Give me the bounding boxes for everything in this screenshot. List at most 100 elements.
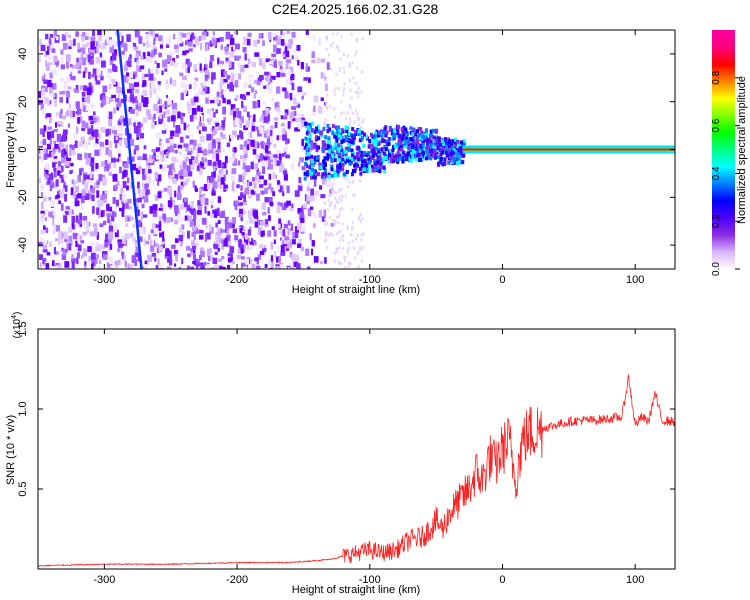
spectrogram-pixel: [108, 225, 114, 232]
spectrogram-pixel: [276, 71, 281, 78]
spectrogram-pixel: [55, 112, 59, 117]
spectrogram-pixel: [334, 129, 337, 133]
spectrogram-pixel: [180, 81, 185, 89]
spectrogram-pixel: [310, 154, 314, 159]
spectrogram-pixel: [348, 61, 351, 65]
spectrogram-pixel: [461, 160, 465, 165]
spectrogram-pixel: [125, 143, 130, 149]
spectrogram-pixel: [297, 113, 302, 118]
spectrogram-pixel: [190, 156, 195, 161]
spectrogram-pixel: [259, 186, 264, 195]
spectrogram-pixel: [243, 36, 247, 43]
spectrogram-pixel: [48, 196, 52, 201]
spectrogram-pixel: [272, 175, 277, 180]
spectrogram-pixel: [294, 127, 298, 132]
spectrogram-pixel: [157, 35, 163, 42]
spectrogram-pixel: [262, 62, 266, 70]
spectrogram-pixel: [392, 128, 396, 133]
spectrogram-pixel: [178, 170, 183, 179]
spectrogram-pixel: [181, 75, 187, 81]
spectrogram-pixel: [263, 219, 267, 223]
spectrogram-pixel: [63, 173, 67, 179]
spectrogram-pixel: [40, 147, 44, 156]
spectrogram-pixel: [217, 220, 221, 224]
spectrogram-pixel: [215, 234, 219, 241]
spectrogram-pixel: [198, 35, 202, 42]
spectrogram-pixel: [333, 93, 336, 97]
spectrogram-pixel: [42, 93, 46, 102]
spectrogram-pixel: [261, 248, 267, 252]
spectrogram-pixel: [310, 248, 314, 256]
spectrogram-pixel: [409, 158, 413, 163]
spectrogram-pixel: [381, 160, 385, 165]
spectrogram-pixel: [191, 32, 195, 40]
spectrogram-pixel: [127, 177, 130, 184]
spectrogram-pixel: [66, 243, 70, 251]
spectrogram-pixel: [81, 36, 86, 42]
spectrogram-pixel: [306, 194, 312, 201]
spectrogram-pixel: [431, 144, 435, 149]
spectrogram-pixel: [146, 40, 149, 48]
spectrogram-pixel: [42, 131, 45, 137]
spectrogram-pixel: [375, 138, 379, 143]
spectrogram-pixel: [272, 143, 277, 148]
spectrogram-pixel: [182, 231, 185, 239]
spectrogram-pixel: [257, 158, 261, 163]
spectrogram-pixel: [430, 149, 434, 154]
spectrogram-pixel: [135, 64, 140, 72]
spectrogram-pixel: [72, 232, 78, 240]
spectrogram-pixel: [263, 129, 266, 134]
spectrogram-pixel: [291, 254, 296, 261]
spectrogram-pixel: [193, 139, 197, 147]
spectrogram-pixel: [59, 191, 64, 199]
spectrogram-pixel: [318, 162, 322, 167]
spectrogram-pixel: [244, 258, 250, 265]
spectrogram-pixel: [45, 227, 49, 233]
spectrogram-pixel: [192, 253, 197, 260]
spectrogram-pixel: [99, 52, 102, 58]
spectrogram-pixel: [65, 111, 70, 117]
spectrogram-pixel: [119, 156, 122, 163]
spectrogram-pixel: [313, 144, 317, 149]
spectrogram-pixel: [213, 243, 218, 250]
spectrogram-pixel: [337, 221, 340, 225]
spectrogram-pixel: [127, 88, 132, 94]
spectrogram-pixel: [92, 68, 98, 76]
spectrogram-pixel: [175, 212, 178, 217]
spectrogram-pixel: [68, 243, 72, 251]
spectrogram-pixel: [60, 64, 66, 70]
spectrogram-pixel: [398, 133, 402, 138]
spectrogram-pixel: [114, 31, 117, 36]
spectrogram-pixel: [439, 157, 443, 162]
spectrogram-pixel: [106, 204, 110, 211]
spectrogram-pixel: [276, 149, 281, 156]
spectrogram-pixel: [115, 82, 120, 89]
spectrogram-pixel: [232, 228, 238, 234]
spectrogram-pixel: [82, 43, 88, 48]
spectrogram-pixel: [143, 97, 149, 104]
spectrogram-pixel: [41, 73, 44, 77]
spectrogram-pixel: [92, 248, 97, 257]
spectrogram-pixel: [210, 212, 213, 219]
spectrogram-pixel: [299, 225, 305, 232]
spectrogram-pixel: [382, 139, 386, 144]
spectrogram-pixel: [308, 133, 312, 138]
spectrogram-pixel: [191, 134, 194, 138]
spectrogram-pixel: [116, 199, 119, 207]
spectrogram-pixel: [281, 153, 285, 157]
spectrogram-pixel: [339, 133, 343, 138]
spectrogram-pixel: [141, 83, 145, 88]
spectrogram-pixel: [63, 231, 68, 240]
spectrogram-pixel: [203, 262, 207, 266]
spectrogram-pixel: [182, 169, 188, 177]
spectrogram-pixel: [220, 77, 224, 85]
spectrogram-pixel: [212, 52, 215, 57]
spectrogram-pixel: [269, 201, 274, 207]
spectrogram-pixel: [350, 148, 354, 153]
spectrogram-pixel: [107, 215, 110, 223]
spectrogram-pixel: [243, 266, 248, 269]
spectrogram-pixel: [445, 144, 449, 149]
spectrogram-pixel: [324, 223, 327, 227]
spectrogram-pixel: [451, 156, 455, 161]
spectrogram-pixel: [362, 232, 365, 236]
